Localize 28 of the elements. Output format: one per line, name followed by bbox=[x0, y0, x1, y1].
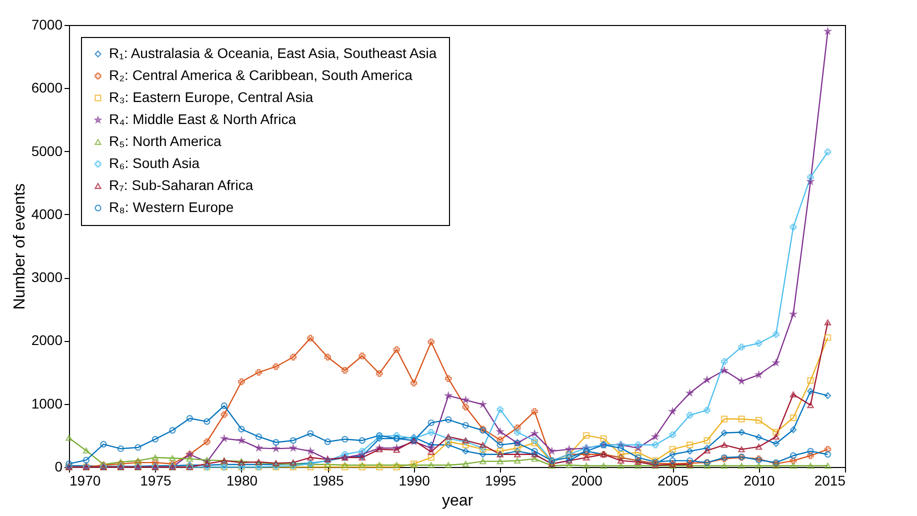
x-tick-label: 1990 bbox=[398, 472, 430, 488]
y-tick-label: 3000 bbox=[31, 269, 63, 286]
x-tick-label: 1970 bbox=[70, 472, 101, 488]
y-tick-label: 7000 bbox=[31, 16, 63, 32]
y-axis-title: Number of events bbox=[11, 183, 28, 310]
y-tick-label: 5000 bbox=[31, 142, 63, 159]
y-tick-label: 1000 bbox=[31, 395, 63, 412]
legend-label: R₈: Western Europe bbox=[109, 199, 234, 215]
x-axis-title: year bbox=[442, 492, 474, 510]
x-tick-label: 1980 bbox=[226, 472, 258, 488]
x-tick-label: 1995 bbox=[485, 472, 516, 488]
x-tick-label: 2005 bbox=[657, 472, 689, 488]
legend-label: R₆: South Asia bbox=[109, 155, 200, 171]
x-tick-label: 2010 bbox=[744, 472, 776, 488]
y-tick-label: 6000 bbox=[31, 80, 63, 96]
x-tick-label: 1975 bbox=[140, 472, 172, 488]
x-tick-label: 2000 bbox=[571, 472, 603, 488]
x-tick-label: 2015 bbox=[814, 472, 846, 488]
legend-label: R₄: Middle East & North Africa bbox=[109, 111, 296, 127]
y-tick-label: 0 bbox=[54, 458, 63, 474]
x-tick-label: 1985 bbox=[312, 472, 344, 488]
legend-label: R₇: Sub-Saharan Africa bbox=[109, 177, 254, 193]
y-tick-label: 4000 bbox=[31, 206, 63, 222]
y-tick-label: 2000 bbox=[31, 332, 63, 348]
legend-label: R₁: Australasia & Oceania, East Asia, Southeast Asia bbox=[109, 45, 437, 61]
legend-label: R₂: Central America & Caribbean, South America bbox=[109, 67, 413, 83]
legend-label: R₅: North America bbox=[109, 133, 222, 149]
legend-label: R₃: Eastern Europe, Central Asia bbox=[109, 89, 314, 105]
